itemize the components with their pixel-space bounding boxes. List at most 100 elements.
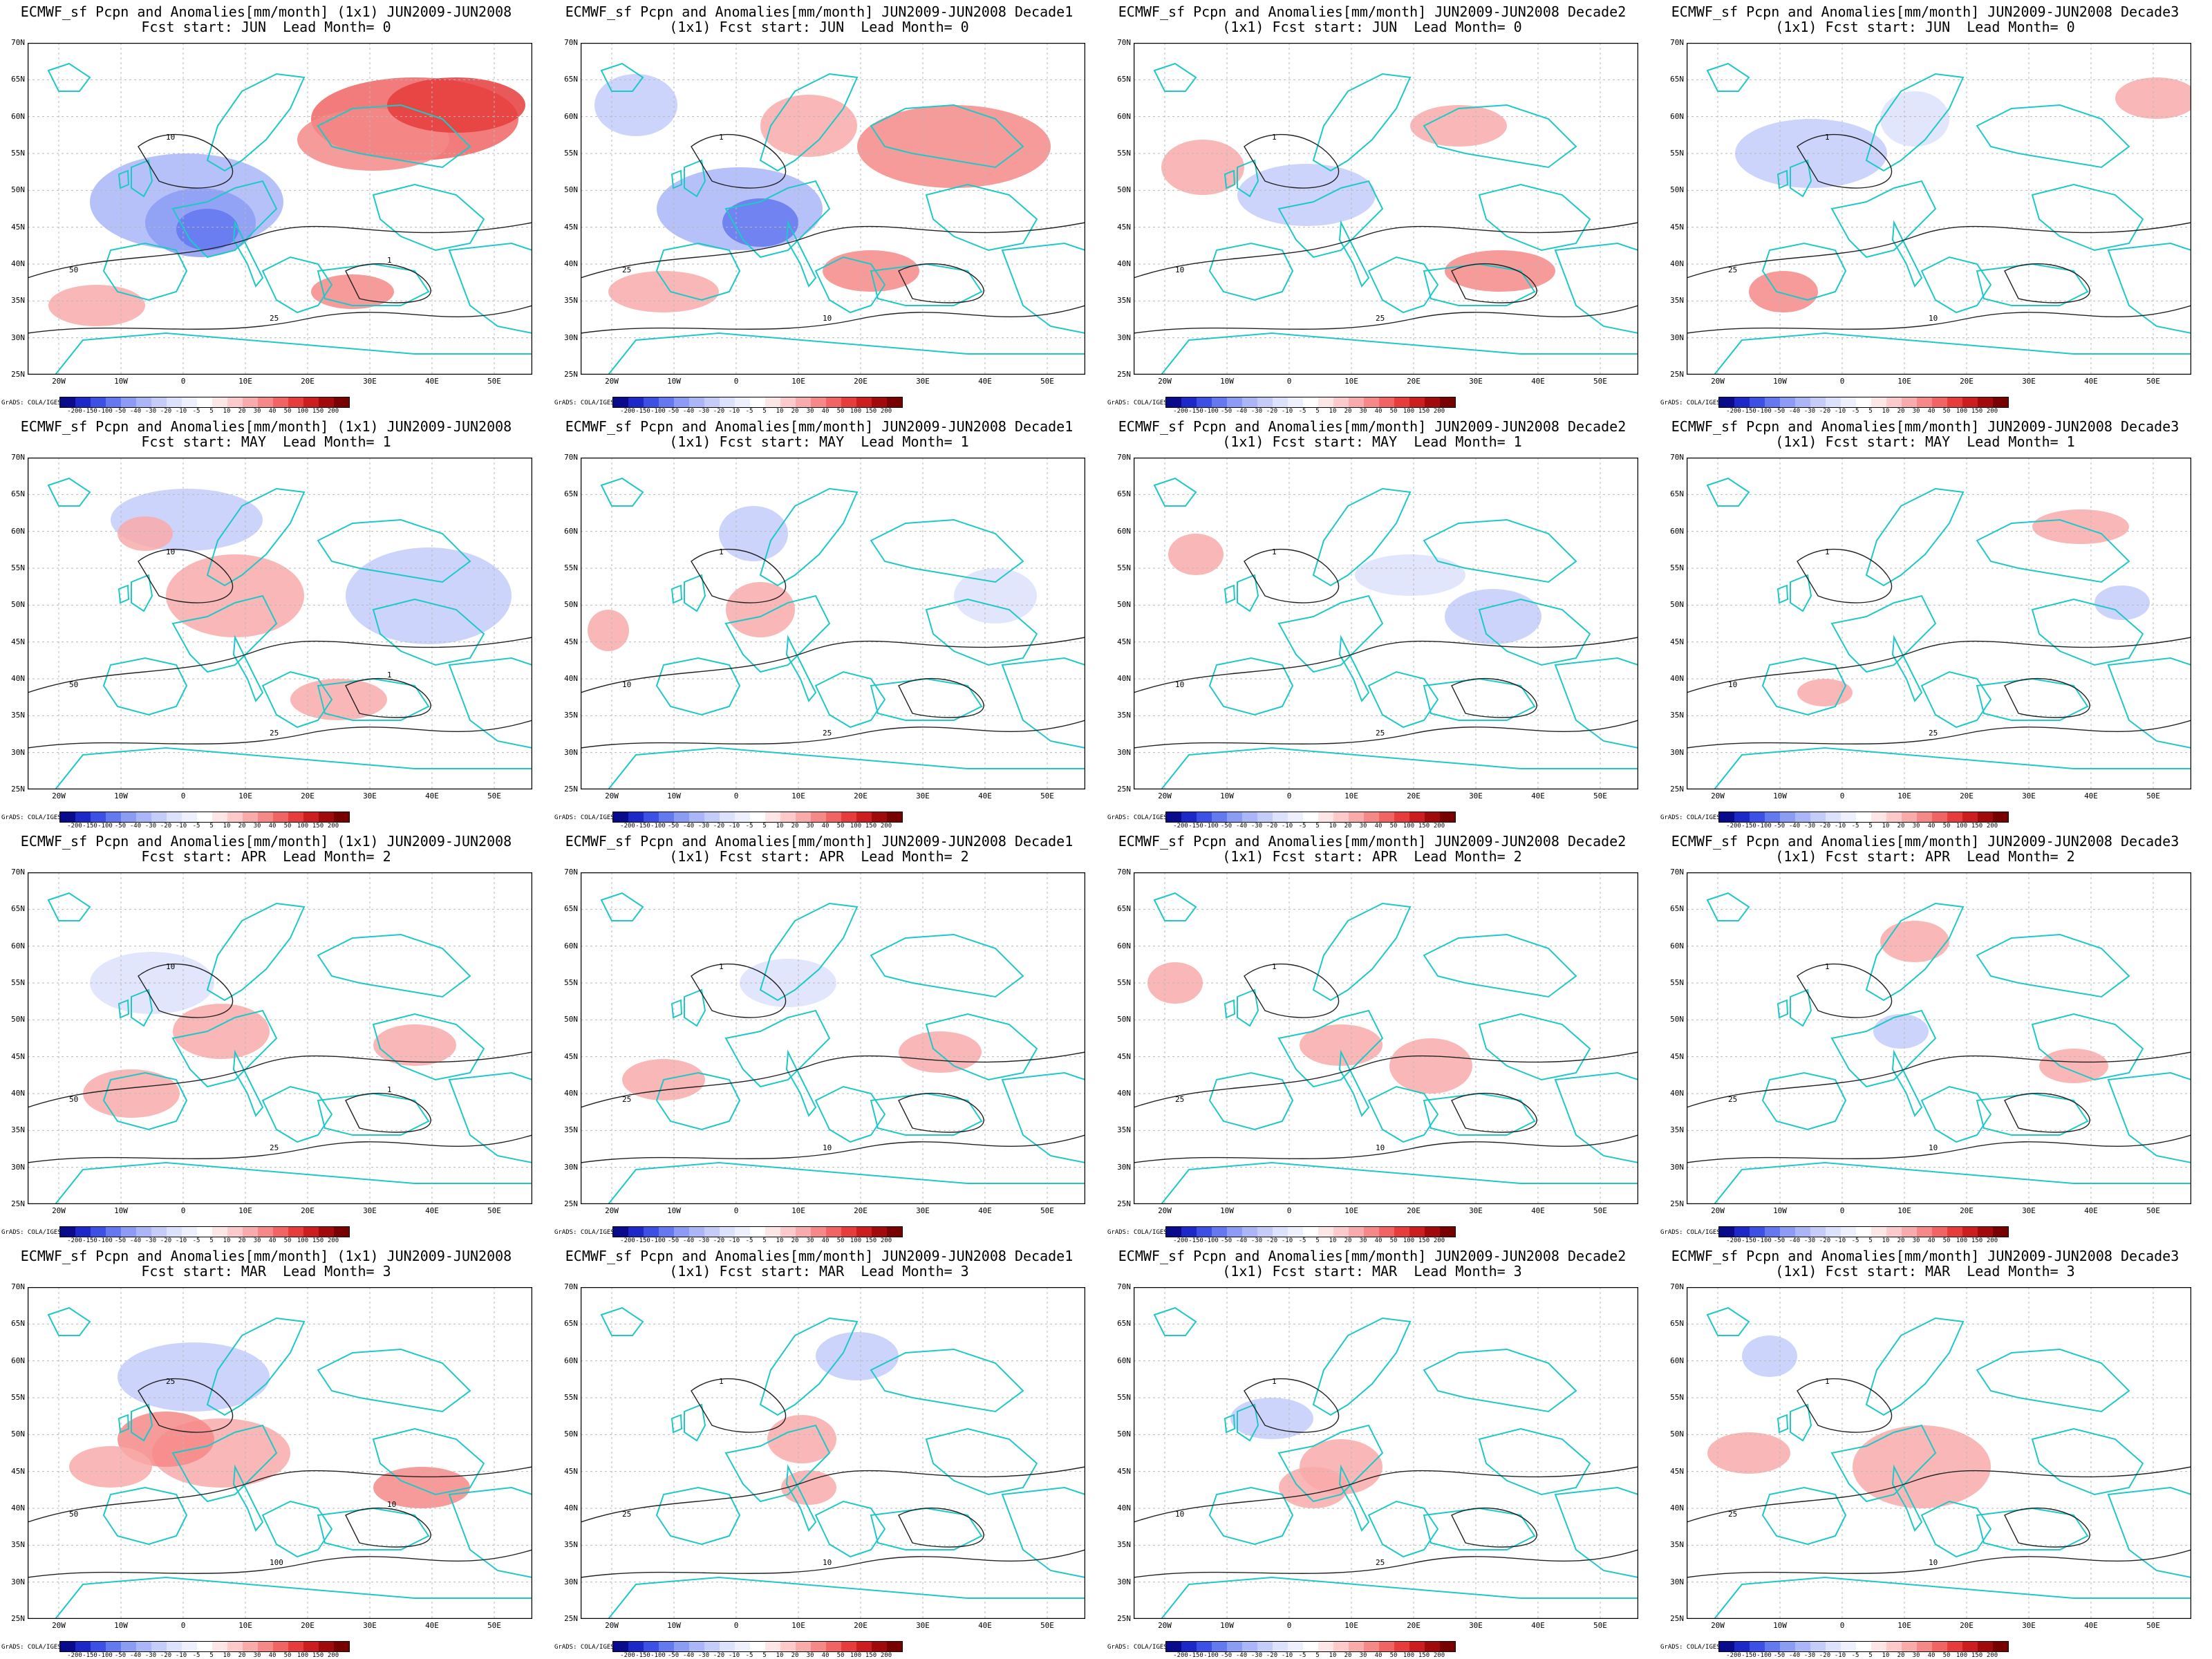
latitude-label: 60N: [1670, 111, 1684, 121]
colorbar-tick-label: 20: [791, 1652, 799, 1659]
colorbar-labels: -200 -150 -100 -50 -40 -30 -20 -10 -5 5 10 20 30 40 50…: [59, 1237, 543, 1244]
latitude-label: 25N: [11, 1614, 25, 1623]
contour-line: [691, 548, 787, 603]
colorbar-tick-label: 30: [1912, 408, 1920, 415]
longitude-label: 10W: [667, 791, 681, 800]
colorbar-tick-label: 20: [238, 1237, 246, 1244]
colorbar-tick-label: -150: [82, 1652, 97, 1659]
coastline: [1001, 657, 1085, 749]
colorbar-tick-label: 30: [1359, 823, 1367, 830]
colorbar-tick-label: -200: [620, 823, 635, 830]
colorbar-tick-label: 5: [209, 408, 214, 415]
longitude-label: 30E: [916, 1206, 930, 1215]
contour-line: [345, 677, 431, 718]
colorbar-labels: -200 -150 -100 -50 -40 -30 -20 -10 -5 5 10 20 30 40 50…: [1165, 823, 1649, 830]
colorbar-tick-label: 20: [238, 823, 246, 830]
coastline: [870, 933, 1024, 998]
latitude-label: 40N: [1117, 1089, 1131, 1098]
colorbar-tick-label: -150: [82, 1237, 97, 1244]
coastline: [54, 332, 532, 375]
coastline: [1830, 180, 1937, 259]
coastline: [1312, 73, 1412, 172]
longitude-label: 10W: [667, 377, 681, 386]
latitude-label: 45N: [564, 637, 578, 646]
colorbar-swatch: [628, 1227, 644, 1237]
colorbar-tick-label: 20: [1344, 823, 1352, 830]
colorbar-swatch: [212, 812, 227, 822]
contour-line: [28, 1134, 532, 1163]
latitude-label: 25N: [1117, 785, 1131, 794]
colorbar-tick-label: 200: [1433, 1652, 1445, 1659]
coastline: [724, 594, 831, 673]
colorbar-tick-label: 50: [836, 823, 845, 830]
contour-line: [1687, 637, 2191, 693]
coastline: [102, 1486, 188, 1546]
coastline: [814, 1085, 886, 1143]
precip-anomaly-map: 25 10 1: [1687, 1287, 2191, 1619]
coastline: [1706, 62, 1750, 92]
latitude-label: 30N: [564, 747, 578, 757]
colorbar-swatch: [735, 1227, 750, 1237]
colorbar-swatch: [182, 1642, 197, 1651]
colorbar-labels: -200 -150 -100 -50 -40 -30 -20 -10 -5 5 10 20 30 40 50…: [59, 823, 543, 830]
longitude-label: 50E: [2146, 1206, 2160, 1215]
coastline: [261, 1085, 333, 1143]
longitude-label: 40E: [978, 1206, 992, 1215]
longitude-label: 20W: [1158, 1206, 1172, 1215]
contour-line: [898, 1092, 984, 1133]
colorbar-tick-label: -40: [1788, 823, 1801, 830]
colorbar-swatch: [659, 397, 674, 407]
longitude-label: 10E: [1897, 1621, 1911, 1630]
precip-anomaly-map: 25 10 1: [581, 872, 1085, 1204]
colorbar-tick-label: -20: [1819, 408, 1831, 415]
colorbar-tick-label: -30: [697, 1237, 710, 1244]
colorbar-swatch: [1333, 1227, 1349, 1237]
anomaly-shading: [118, 1412, 214, 1467]
colorbar-tick-label: -30: [697, 1652, 710, 1659]
contour-label: 1: [387, 256, 392, 265]
longitude-label: 20W: [1711, 1206, 1725, 1215]
longitude-label: 20E: [1960, 377, 1974, 386]
colorbar-tick-label: 150: [1418, 823, 1430, 830]
colorbar-tick-label: -20: [160, 1652, 172, 1659]
colorbar-tick-label: 30: [1912, 823, 1920, 830]
colorbar-swatch: [1795, 397, 1810, 407]
colorbar-tick-label: 20: [1344, 1652, 1352, 1659]
colorbar-tick-label: 200: [1986, 823, 1998, 830]
coastline: [317, 263, 430, 306]
longitude-label: 30E: [2022, 377, 2036, 386]
longitude-label: 10W: [1220, 1621, 1234, 1630]
colorbar-swatch: [613, 1227, 628, 1237]
longitude-label: 0: [733, 1621, 739, 1630]
colorbar-swatch: [704, 397, 720, 407]
contour-label: 25: [270, 729, 279, 738]
map-frame: [1687, 43, 2191, 375]
colorbar-swatch: [1197, 812, 1212, 822]
colorbar-swatch: [872, 1642, 887, 1651]
longitude-label: 10E: [238, 1206, 252, 1215]
colorbar-swatch: [811, 1227, 826, 1237]
colorbar-swatch: [1425, 812, 1440, 822]
longitude-label: 20W: [605, 377, 619, 386]
coastline: [1478, 1013, 1591, 1081]
colorbar-tick-label: -200: [67, 1652, 82, 1659]
colorbar-tick-label: 150: [865, 408, 877, 415]
coastline: [870, 1348, 1024, 1413]
grads-credit: GrADS: COLA/IGES: [1, 400, 62, 406]
longitude-label: 20W: [605, 791, 619, 800]
colorbar-swatch: [704, 1642, 720, 1651]
grads-credit: GrADS: COLA/IGES: [554, 814, 615, 821]
latitude-label: 70N: [564, 868, 578, 877]
anomaly-shading: [899, 1031, 982, 1073]
anomaly-shading: [1147, 962, 1203, 1004]
colorbar-swatch: [1227, 397, 1242, 407]
latitude-label: 65N: [564, 75, 578, 84]
coastline: [1554, 1071, 1638, 1164]
colorbar-tick-label: -100: [97, 408, 113, 415]
colorbar-swatch: [644, 397, 659, 407]
colorbar-swatch: [136, 397, 151, 407]
contour-line: [1687, 1051, 2191, 1108]
colorbar-swatch: [811, 397, 826, 407]
map-background: [28, 872, 532, 1204]
anomaly-shading: [1168, 534, 1224, 575]
